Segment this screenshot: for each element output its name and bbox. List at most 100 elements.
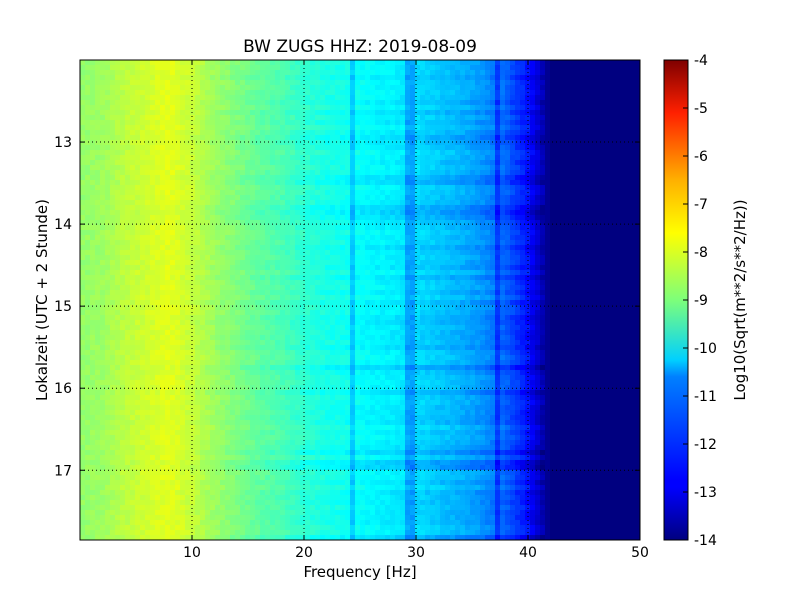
heatmap-cell (365, 130, 371, 136)
heatmap-cell (580, 130, 586, 136)
heatmap-cell (200, 200, 206, 206)
heatmap-cell (630, 210, 636, 216)
heatmap-cell (610, 215, 616, 221)
heatmap-cell (450, 135, 456, 141)
heatmap-cell (575, 135, 581, 141)
heatmap-cell (420, 150, 426, 156)
heatmap-cell (340, 135, 346, 141)
heatmap-cell (185, 280, 191, 286)
heatmap-cell (210, 170, 216, 176)
heatmap-cell (310, 70, 316, 76)
heatmap-cell (325, 185, 331, 191)
heatmap-cell (140, 160, 146, 166)
heatmap-cell (560, 185, 566, 191)
heatmap-cell (270, 120, 276, 126)
heatmap-cell (395, 155, 401, 161)
heatmap-cell (375, 175, 381, 181)
heatmap-cell (550, 275, 556, 281)
heatmap-cell (265, 175, 271, 181)
heatmap-cell (400, 220, 406, 226)
heatmap-cell (360, 65, 366, 71)
heatmap-cell (240, 275, 246, 281)
heatmap-cell (425, 225, 431, 231)
heatmap-cell (120, 215, 126, 221)
heatmap-cell (495, 220, 501, 226)
heatmap-cell (345, 165, 351, 171)
heatmap-cell (280, 155, 286, 161)
heatmap-cell (85, 80, 91, 86)
heatmap-cell (280, 270, 286, 276)
heatmap-cell (625, 135, 631, 141)
heatmap-cell (530, 240, 536, 246)
heatmap-cell (205, 135, 211, 141)
heatmap-cell (130, 225, 136, 231)
heatmap-cell (355, 170, 361, 176)
heatmap-cell (430, 190, 436, 196)
heatmap-cell (350, 105, 356, 111)
heatmap-cell (480, 275, 486, 281)
heatmap-cell (110, 60, 116, 66)
heatmap-cell (580, 210, 586, 216)
heatmap-cell (300, 70, 306, 76)
heatmap-cell (240, 60, 246, 66)
heatmap-cell (580, 150, 586, 156)
heatmap-cell (180, 250, 186, 256)
heatmap-cell (190, 115, 196, 121)
heatmap-cell (85, 155, 91, 161)
heatmap-cell (410, 85, 416, 91)
heatmap-cell (155, 215, 161, 221)
heatmap-cell (245, 230, 251, 236)
heatmap-cell (290, 260, 296, 266)
heatmap-cell (365, 145, 371, 151)
heatmap-cell (135, 65, 141, 71)
heatmap-cell (210, 265, 216, 271)
heatmap-cell (310, 240, 316, 246)
heatmap-cell (320, 70, 326, 76)
heatmap-cell (500, 145, 506, 151)
heatmap-cell (490, 210, 496, 216)
heatmap-cell (445, 205, 451, 211)
heatmap-cell (85, 70, 91, 76)
heatmap-cell (485, 190, 491, 196)
heatmap-cell (615, 115, 621, 121)
heatmap-cell (560, 210, 566, 216)
heatmap-cell (435, 165, 441, 171)
heatmap-cell (165, 200, 171, 206)
heatmap-cell (90, 275, 96, 281)
heatmap-cell (550, 95, 556, 101)
heatmap-cell (610, 275, 616, 281)
heatmap-cell (335, 60, 341, 66)
heatmap-cell (100, 200, 106, 206)
heatmap-cell (600, 265, 606, 271)
heatmap-cell (190, 185, 196, 191)
heatmap-cell (180, 75, 186, 81)
heatmap-cell (255, 255, 261, 261)
heatmap-cell (280, 110, 286, 116)
heatmap-cell (535, 240, 541, 246)
heatmap-cell (480, 250, 486, 256)
heatmap-cell (295, 105, 301, 111)
heatmap-cell (395, 230, 401, 236)
heatmap-cell (420, 175, 426, 181)
heatmap-cell (160, 80, 166, 86)
heatmap-cell (600, 115, 606, 121)
heatmap-cell (405, 265, 411, 271)
heatmap-cell (595, 145, 601, 151)
heatmap-cell (145, 140, 151, 146)
heatmap-cell (155, 130, 161, 136)
heatmap-cell (215, 200, 221, 206)
heatmap-cell (440, 115, 446, 121)
heatmap-cell (295, 125, 301, 131)
heatmap-cell (85, 275, 91, 281)
heatmap-cell (105, 280, 111, 286)
heatmap-cell (80, 150, 86, 156)
heatmap-cell (570, 195, 576, 201)
heatmap-cell (135, 195, 141, 201)
heatmap-cell (245, 105, 251, 111)
heatmap-cell (610, 120, 616, 126)
heatmap-cell (580, 145, 586, 151)
heatmap-cell (595, 230, 601, 236)
heatmap-cell (600, 225, 606, 231)
heatmap-cell (550, 190, 556, 196)
heatmap-cell (335, 85, 341, 91)
